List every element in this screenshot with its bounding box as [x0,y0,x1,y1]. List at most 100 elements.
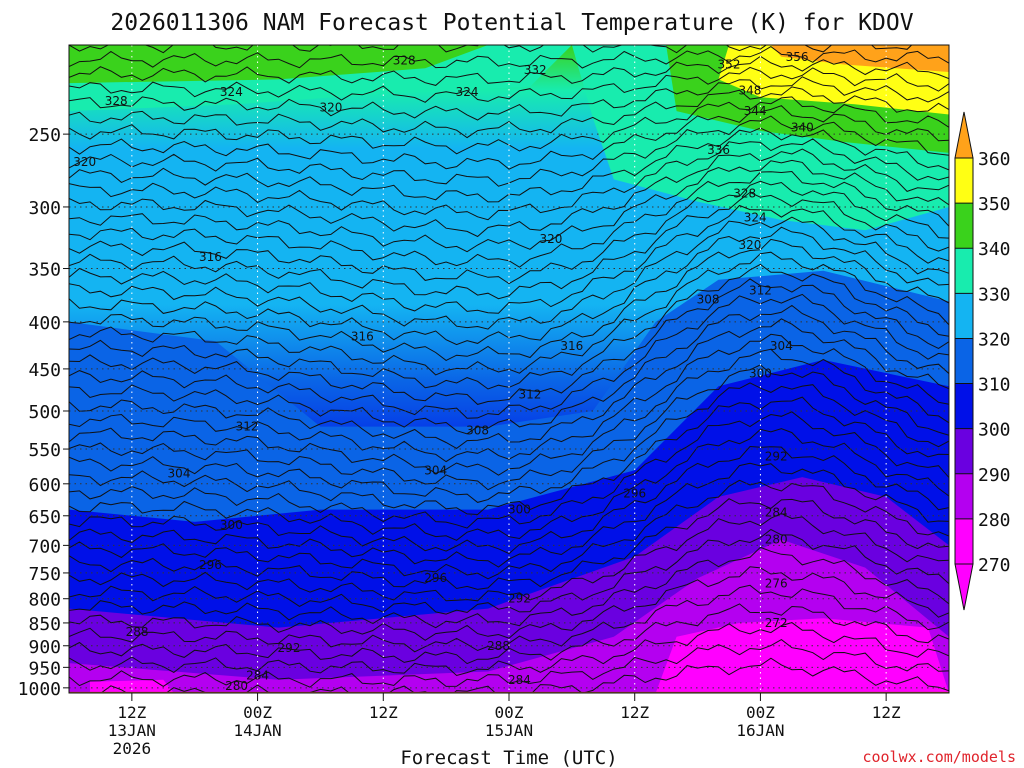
watermark-text: coolwx.com/models [862,748,1016,766]
contour-label: 320 [738,238,761,252]
contour-line [69,382,949,503]
contour-label: 352 [718,57,741,71]
contour-label: 324 [220,85,243,99]
contour-label: 292 [508,592,531,606]
contour-label: 292 [278,641,301,655]
colorbar-swatch [955,383,973,429]
x-tick-label: 14JAN [233,721,281,740]
contour-label: 308 [697,292,720,306]
contour-line [69,216,949,330]
plot-area: 328 332 356 352 348 344 340 336 328 324 324 320 320 3… [69,45,949,693]
contour-label: 288 [487,639,510,653]
colorbar-label: 290 [978,465,1011,486]
x-tick-label: 13JAN [108,721,156,740]
x-tick-label: 00Z [243,703,272,722]
contour-line [69,603,949,665]
contour-line [88,657,949,693]
colorbar-swatch [955,293,973,339]
colorbar-label: 320 [978,329,1011,350]
contour-label: 300 [220,518,243,532]
contour-line [69,445,949,555]
y-tick-label: 800 [28,590,61,611]
contour-label: 324 [456,85,479,99]
x-tick-label: 2026 [113,739,152,758]
contour-label: 348 [738,83,761,97]
contour-line [69,76,949,121]
contour-line [69,204,949,314]
contour-line [69,159,949,253]
colorbar: 270 280 290 300 310 320 330 340 350 360 [954,111,1011,611]
contour-line [69,333,949,463]
colorbar-label: 330 [978,284,1011,305]
y-tick-label: 600 [28,475,61,496]
colorbar-label: 310 [978,375,1011,396]
colorbar-swatch [955,518,973,564]
x-tick-label: 12Z [872,703,901,722]
x-tick-label: 15JAN [485,721,533,740]
y-tick-label: 250 [28,125,61,146]
colorbar-label: 270 [978,555,1011,576]
ground-strip [69,691,949,693]
contour-label: 328 [105,94,128,108]
colorbar-swatch [955,473,973,519]
contour-line [69,566,949,641]
contour-label: 304 [424,463,447,477]
chart-title: 2026011306 NAM Forecast Potential Temper… [110,10,913,36]
contour-line [69,584,949,653]
contour-label: 304 [770,339,793,353]
contour-label: 320 [539,232,562,246]
band-330-340-left [69,45,488,84]
y-tick-label: 550 [28,440,61,461]
x-axis-label: Forecast Time (UTC) [400,747,617,768]
contour-label: 312 [749,284,772,298]
contour-line [69,46,949,69]
contour-label: 296 [623,487,646,501]
y-tick-label: 500 [28,402,61,423]
contour-line [69,498,949,590]
contour-label: 308 [466,423,489,437]
contour-line [69,428,949,541]
contour-label: 296 [424,571,447,585]
contour-label: 324 [744,210,767,224]
contour-line [69,105,949,170]
contour-label: 304 [168,467,191,481]
contour-label: 320 [319,101,342,115]
contour-label: 296 [199,558,222,572]
contour-label: 328 [393,54,416,68]
contour-line [69,479,949,580]
contour-line [69,45,913,54]
contour-label: 332 [524,63,547,77]
y-tick-label: 850 [28,614,61,635]
y-tick-label: 650 [28,507,61,528]
colorbar-label: 360 [978,149,1011,170]
x-tick-label: 16JAN [736,721,784,740]
contour-line [69,278,949,405]
band-270-280-left [90,679,174,693]
y-tick-label: 950 [28,658,61,679]
contour-line [69,148,949,238]
y-tick-label: 900 [28,637,61,658]
contour-label: 284 [508,673,531,687]
colorbar-extend-top [954,111,974,159]
x-tick-label: 12Z [369,703,398,722]
contour-label: 336 [707,143,730,157]
colorbar-label: 340 [978,239,1011,260]
x-tick-label: 00Z [746,703,775,722]
contour-label: 356 [786,50,809,64]
y-tick-label: 300 [28,198,61,219]
y-tick-label: 1000 [18,679,61,700]
contour-label: 312 [518,388,541,402]
colorbar-swatch [955,248,973,294]
colorbar-swatch [955,428,973,474]
contour-label: 312 [236,420,259,434]
contour-label: 272 [765,616,788,630]
contour-line [69,191,949,300]
contour-label: 344 [744,104,767,118]
colorbar-extend-bottom [954,563,974,611]
x-tick-label: 12Z [117,703,146,722]
colorbar-label: 300 [978,420,1011,441]
contour-label: 316 [560,339,583,353]
contour-line [69,622,949,677]
colorbar-swatch [955,158,973,204]
